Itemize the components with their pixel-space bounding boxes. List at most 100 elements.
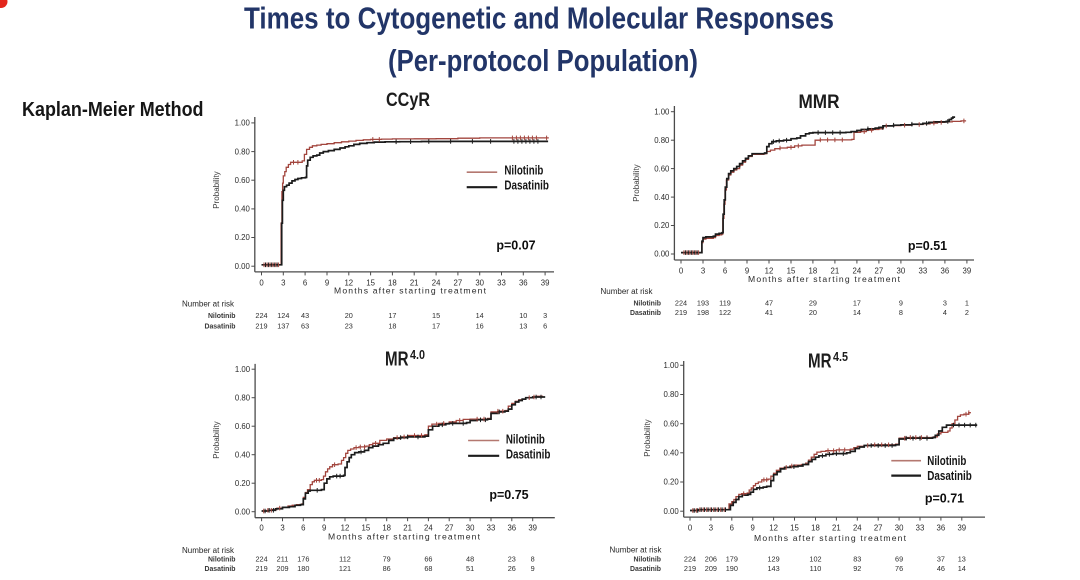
svg-text:Probability: Probability <box>643 419 652 456</box>
svg-text:Nilotinib: Nilotinib <box>633 557 661 564</box>
svg-text:Nilotinib: Nilotinib <box>504 164 543 178</box>
svg-text:9: 9 <box>531 564 535 573</box>
svg-text:4.0: 4.0 <box>410 348 425 362</box>
svg-text:122: 122 <box>719 308 731 317</box>
svg-text:Nilotinib: Nilotinib <box>208 557 236 564</box>
svg-text:Dasatinib: Dasatinib <box>630 310 661 317</box>
svg-text:39: 39 <box>957 524 966 533</box>
svg-text:63: 63 <box>301 321 309 330</box>
svg-text:12: 12 <box>344 279 353 288</box>
svg-text:190: 190 <box>726 564 738 573</box>
svg-text:Nilotinib: Nilotinib <box>208 313 236 320</box>
svg-text:15: 15 <box>432 311 440 320</box>
svg-text:13: 13 <box>519 321 527 330</box>
svg-text:143: 143 <box>768 564 780 573</box>
svg-text:24: 24 <box>424 524 433 533</box>
svg-text:30: 30 <box>475 279 484 288</box>
svg-text:112: 112 <box>339 555 351 564</box>
svg-text:8: 8 <box>531 555 535 564</box>
svg-text:0.60: 0.60 <box>664 419 680 428</box>
svg-text:48: 48 <box>466 555 474 564</box>
svg-text:20: 20 <box>345 311 353 320</box>
svg-text:Months after starting treatmen: Months after starting treatment <box>754 533 907 543</box>
svg-text:43: 43 <box>301 311 309 320</box>
svg-text:15: 15 <box>787 266 796 275</box>
svg-text:76: 76 <box>895 564 903 573</box>
svg-text:33: 33 <box>497 279 506 288</box>
svg-text:24: 24 <box>853 266 862 275</box>
svg-text:23: 23 <box>508 555 516 564</box>
svg-text:Times to Cytogenetic and Molec: Times to Cytogenetic and Molecular Respo… <box>244 1 834 35</box>
svg-text:33: 33 <box>916 524 925 533</box>
svg-text:33: 33 <box>919 266 928 275</box>
svg-text:124: 124 <box>277 311 289 320</box>
svg-text:46: 46 <box>937 564 945 573</box>
svg-text:137: 137 <box>277 321 289 330</box>
svg-text:6: 6 <box>543 321 547 330</box>
svg-text:36: 36 <box>519 279 528 288</box>
svg-text:18: 18 <box>388 279 397 288</box>
svg-text:0.00: 0.00 <box>235 262 251 271</box>
svg-text:0.00: 0.00 <box>235 507 251 516</box>
svg-text:23: 23 <box>345 321 353 330</box>
svg-text:Kaplan-Meier Method: Kaplan-Meier Method <box>22 98 204 121</box>
svg-text:Months after starting treatmen: Months after starting treatment <box>748 274 901 284</box>
svg-text:Dasatinib: Dasatinib <box>927 469 972 483</box>
svg-text:26: 26 <box>508 564 516 573</box>
svg-text:206: 206 <box>705 555 717 564</box>
svg-text:p=0.51: p=0.51 <box>908 239 947 253</box>
svg-text:51: 51 <box>466 564 474 573</box>
svg-text:36: 36 <box>937 524 946 533</box>
svg-text:15: 15 <box>790 524 799 533</box>
svg-text:110: 110 <box>810 564 822 573</box>
svg-text:0: 0 <box>679 266 684 275</box>
svg-text:30: 30 <box>895 524 904 533</box>
svg-text:36: 36 <box>507 524 516 533</box>
svg-text:12: 12 <box>769 524 778 533</box>
svg-text:3: 3 <box>701 266 705 275</box>
svg-text:14: 14 <box>476 311 484 320</box>
svg-text:17: 17 <box>388 311 396 320</box>
svg-text:Dasatinib: Dasatinib <box>506 448 551 462</box>
svg-text:3: 3 <box>281 279 285 288</box>
svg-text:3: 3 <box>280 524 284 533</box>
svg-text:0.00: 0.00 <box>654 250 670 259</box>
svg-text:41: 41 <box>765 308 773 317</box>
svg-text:9: 9 <box>325 279 329 288</box>
svg-text:18: 18 <box>388 321 396 330</box>
svg-text:4: 4 <box>943 308 947 317</box>
svg-text:Months after starting treatmen: Months after starting treatment <box>334 285 487 295</box>
svg-text:2: 2 <box>965 308 969 317</box>
svg-text:Dasatinib: Dasatinib <box>504 179 549 193</box>
svg-text:p=0.07: p=0.07 <box>496 239 535 253</box>
svg-text:219: 219 <box>684 564 696 573</box>
svg-text:p=0.75: p=0.75 <box>489 488 528 502</box>
svg-text:83: 83 <box>853 555 861 564</box>
svg-text:224: 224 <box>675 298 687 307</box>
svg-text:6: 6 <box>723 266 727 275</box>
svg-text:1.00: 1.00 <box>235 365 251 374</box>
svg-text:21: 21 <box>832 524 841 533</box>
svg-text:27: 27 <box>445 524 454 533</box>
svg-text:0.20: 0.20 <box>664 478 680 487</box>
svg-text:9: 9 <box>899 298 903 307</box>
svg-text:209: 209 <box>705 564 717 573</box>
svg-text:33: 33 <box>487 524 496 533</box>
svg-text:21: 21 <box>831 266 840 275</box>
svg-text:Nilotinib: Nilotinib <box>633 300 661 307</box>
svg-text:37: 37 <box>937 555 945 564</box>
svg-text:92: 92 <box>853 564 861 573</box>
svg-text:17: 17 <box>853 298 861 307</box>
svg-text:3: 3 <box>543 311 547 320</box>
svg-text:180: 180 <box>297 564 309 573</box>
svg-text:18: 18 <box>809 266 818 275</box>
svg-text:224: 224 <box>256 555 268 564</box>
svg-text:224: 224 <box>684 555 696 564</box>
svg-text:0.60: 0.60 <box>235 422 251 431</box>
svg-text:121: 121 <box>339 564 351 573</box>
svg-text:219: 219 <box>675 308 687 317</box>
svg-text:9: 9 <box>751 524 755 533</box>
svg-text:Dasatinib: Dasatinib <box>204 323 235 330</box>
svg-text:1.00: 1.00 <box>664 361 680 370</box>
svg-text:p=0.71: p=0.71 <box>925 492 964 506</box>
